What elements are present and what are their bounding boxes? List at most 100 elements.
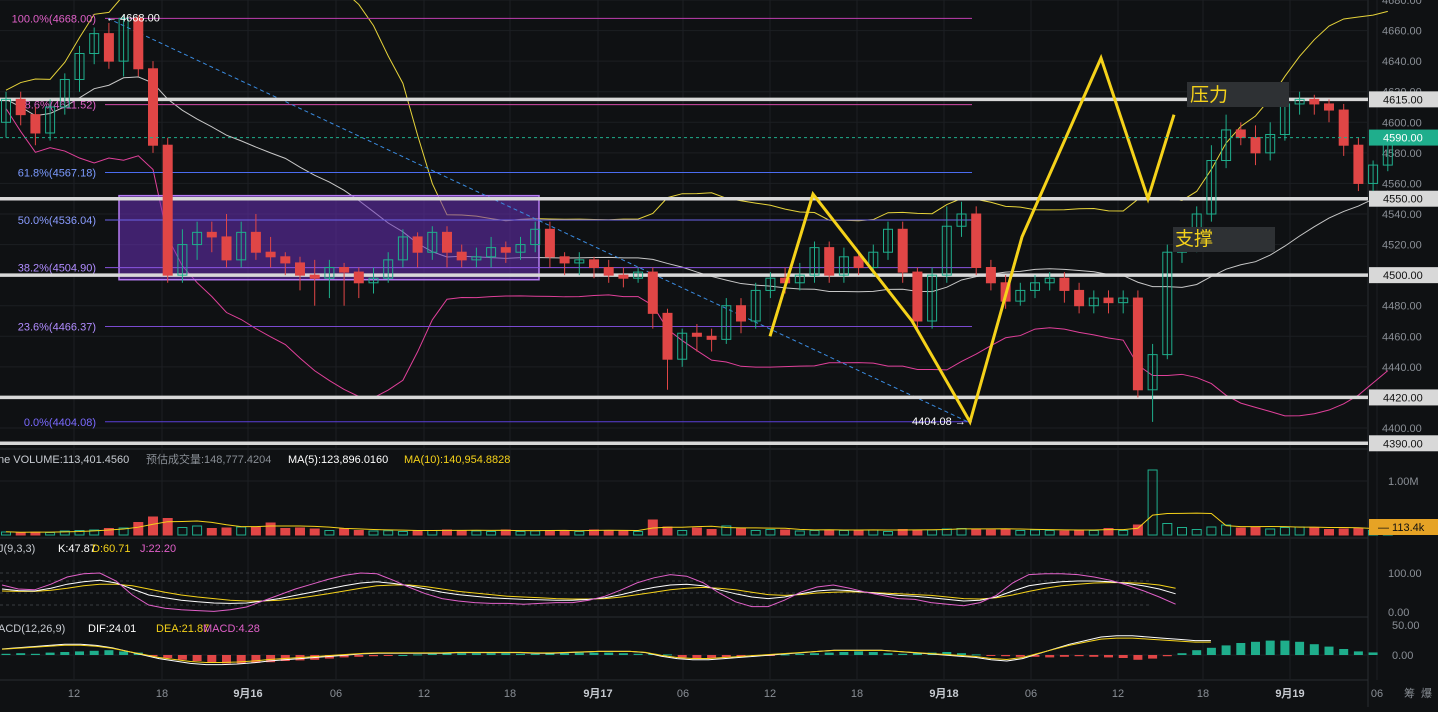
- volume-bar: [74, 530, 85, 536]
- time-tick-label: 06: [330, 688, 342, 700]
- candle-body: [736, 305, 746, 322]
- macd-histogram-bar: [413, 654, 423, 656]
- macd-histogram-bar: [942, 652, 952, 655]
- volume-bar: [515, 531, 526, 536]
- kdj-axis-label: 100.00: [1388, 568, 1422, 580]
- candle-body: [1059, 277, 1070, 291]
- candle-body: [206, 231, 217, 238]
- macd-histogram-bar: [177, 655, 187, 660]
- macd-histogram-bar: [119, 651, 129, 655]
- volume-axis-label: 1.00M: [1388, 476, 1419, 488]
- volume-bar: [59, 530, 70, 536]
- candle-body: [1368, 164, 1379, 184]
- volume-bar: [1338, 528, 1349, 536]
- last-price-tag: [1369, 129, 1438, 146]
- volume-bar: [456, 530, 467, 536]
- time-tick-label: 12: [418, 688, 430, 700]
- volume-bar: [1177, 527, 1187, 536]
- sr-level-tag: [1369, 267, 1438, 284]
- time-tick-label: 12: [1112, 688, 1124, 700]
- candle-body: [1074, 289, 1085, 307]
- macd-histogram-bar: [1162, 655, 1172, 657]
- sr-level-tag: [1369, 91, 1438, 108]
- fibonacci-level-label: 61.8%(4567.18): [18, 167, 96, 179]
- macd-dif: DIF:24.01: [88, 623, 136, 635]
- candle-body: [1265, 134, 1276, 154]
- time-tick-label: 12: [68, 688, 80, 700]
- candle-body: [868, 251, 879, 268]
- candle-body: [89, 33, 100, 54]
- candle-body: [74, 53, 85, 80]
- kdj-j: J:22.20: [140, 543, 176, 555]
- macd-histogram-bar: [1265, 640, 1275, 655]
- fibonacci-level-label: 38.2%(4504.90): [18, 263, 96, 275]
- macd-histogram-bar: [957, 653, 966, 655]
- candle-body: [59, 78, 70, 108]
- volume-bar: [221, 527, 232, 536]
- macd-histogram-bar: [104, 650, 114, 655]
- macd-histogram-bar: [795, 653, 805, 655]
- macd-histogram-bar: [971, 654, 981, 656]
- candle-body: [500, 247, 511, 253]
- candle-body: [530, 228, 541, 246]
- macd-histogram-bar: [1295, 641, 1305, 655]
- volume-bar: [765, 529, 776, 536]
- support-label: 支撑: [1175, 228, 1213, 250]
- candle-body: [515, 244, 526, 253]
- macd-histogram-bar: [692, 655, 702, 659]
- volume-bar: [1206, 526, 1217, 536]
- candle-body: [15, 98, 26, 116]
- time-tick-label: 9月18: [929, 687, 958, 700]
- macd-histogram-bar: [1104, 655, 1113, 658]
- time-tick-label: 18: [851, 688, 863, 700]
- candle-body: [706, 335, 717, 340]
- volume-bar: [691, 527, 702, 536]
- macd-histogram-bar: [60, 652, 70, 655]
- sr-level-value: 4390.00: [1383, 438, 1423, 450]
- volume-bar: [1000, 529, 1011, 536]
- kdj-k: K:47.87: [58, 543, 96, 555]
- candle-body: [177, 244, 188, 276]
- macd-histogram-bar: [618, 653, 628, 655]
- kdj-k-line: [1, 579, 1176, 604]
- volume-bar: [162, 518, 173, 536]
- macd-histogram-bar: [898, 653, 908, 655]
- volume-bar: [118, 527, 129, 536]
- volume-bar: [471, 530, 482, 536]
- candle-body: [574, 259, 585, 264]
- macd-histogram-bar: [1206, 647, 1216, 655]
- macd-histogram-bar: [589, 652, 599, 655]
- volume-bar: [1250, 527, 1261, 536]
- volume-ma-line: [5, 512, 1388, 533]
- volume-bar: [1015, 530, 1026, 536]
- volume-bar: [912, 529, 923, 536]
- time-tick-label: 9月17: [583, 687, 612, 700]
- sr-level-value: 4615.00: [1383, 94, 1423, 106]
- macd-histogram-bar: [457, 653, 467, 655]
- price-tick-label: 4680.00: [1382, 0, 1422, 7]
- volume-bar: [353, 530, 364, 536]
- volume-bar: [1118, 530, 1129, 536]
- candle-body: [883, 228, 893, 253]
- candle-body: [1338, 109, 1349, 146]
- candle-body: [544, 228, 555, 258]
- macd-histogram-bar: [1118, 655, 1128, 658]
- candle-body: [280, 256, 291, 264]
- macd-histogram-bar: [1148, 655, 1158, 659]
- price-tick-label: 4520.00: [1382, 240, 1422, 252]
- volume-bar: [603, 530, 614, 536]
- candle-body: [427, 231, 438, 253]
- macd-histogram-bar: [560, 653, 570, 655]
- macd-histogram-bar: [354, 655, 364, 657]
- volume-bar: [339, 528, 350, 536]
- macd-histogram-bar: [1045, 655, 1055, 658]
- candle-body: [927, 274, 938, 322]
- volume-bar: [295, 527, 305, 536]
- candle-body: [295, 262, 305, 276]
- fibonacci-level-label: 78.6%(4611.52): [19, 100, 96, 112]
- macd-histogram-bar: [1, 653, 11, 655]
- candle-body: [221, 236, 232, 261]
- macd-histogram-bar: [251, 655, 261, 663]
- sr-level-tag: [1369, 389, 1438, 406]
